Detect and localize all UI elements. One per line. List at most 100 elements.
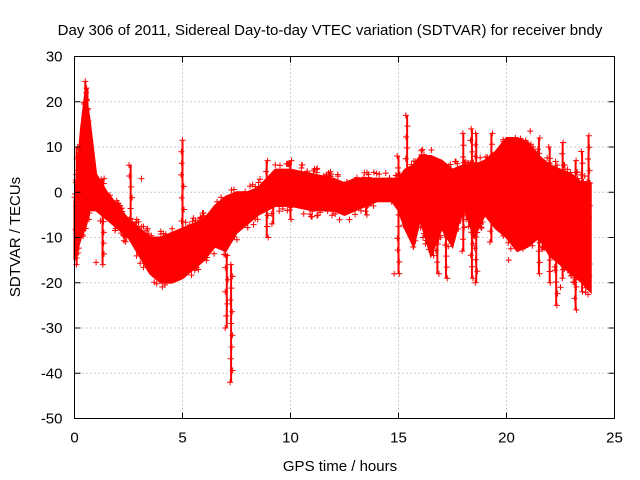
data-point [469, 148, 476, 155]
data-point [547, 200, 554, 207]
data-point [546, 177, 553, 184]
data-point [83, 96, 90, 103]
data-point [231, 233, 238, 240]
data-point [443, 208, 450, 215]
data-point [586, 272, 593, 279]
data-point [180, 241, 187, 248]
data-point [574, 169, 581, 176]
data-point [553, 255, 560, 262]
y-tick-labels: -50 -40 -30 -20 -10 0 10 20 30 [41, 49, 63, 428]
data-point [560, 207, 567, 214]
data-point [584, 249, 591, 256]
data-point [85, 216, 92, 223]
data-point [530, 143, 537, 150]
data-point [566, 269, 573, 276]
data-point [579, 277, 586, 284]
data-point [554, 232, 561, 239]
data-point [99, 186, 106, 193]
data-point [404, 199, 411, 206]
data-point [420, 190, 427, 197]
data-point [461, 201, 468, 208]
data-point [579, 218, 586, 225]
data-point [422, 223, 429, 230]
data-point [180, 183, 187, 190]
data-point [85, 150, 92, 157]
data-point [224, 300, 231, 307]
data-point [412, 237, 419, 244]
data-point [395, 176, 402, 183]
data-point [559, 150, 566, 157]
data-point [571, 295, 578, 302]
data-point [373, 170, 380, 177]
data-point [545, 245, 552, 252]
data-point [584, 237, 591, 244]
data-point [352, 211, 359, 218]
data-point [472, 222, 479, 229]
data-point [304, 168, 311, 175]
data-point [500, 232, 507, 239]
data-point [265, 234, 272, 241]
data-point [119, 208, 126, 215]
data-point [536, 134, 543, 141]
data-point [553, 278, 560, 285]
data-point [425, 246, 432, 253]
data-point [434, 259, 441, 266]
data-point [178, 148, 185, 155]
data-point [200, 213, 207, 220]
data-point [404, 123, 411, 130]
data-point [573, 283, 580, 290]
data-point [459, 212, 466, 219]
data-point [98, 197, 105, 204]
data-point [472, 164, 479, 171]
x-tick-label: 20 [498, 430, 515, 447]
data-point [560, 241, 567, 248]
data-point [443, 175, 450, 182]
data-point [144, 225, 151, 232]
data-point [189, 218, 196, 225]
data-point [271, 190, 278, 197]
data-point [395, 223, 402, 230]
data-point [571, 272, 578, 279]
data-point [376, 171, 383, 178]
data-point [487, 228, 494, 235]
data-point [129, 194, 136, 201]
data-point [428, 184, 435, 191]
data-point [405, 166, 412, 173]
data-point [224, 252, 231, 259]
data-point [472, 141, 479, 148]
data-point [135, 223, 142, 230]
data-point [489, 130, 496, 137]
data-point [443, 264, 450, 271]
axis-ticks [74, 56, 615, 419]
data-point [459, 153, 466, 160]
data-point [545, 234, 552, 241]
data-point [80, 233, 87, 240]
data-point [571, 215, 578, 222]
data-point [100, 240, 107, 247]
data-point [276, 162, 283, 169]
x-tick-labels: 0 5 10 15 20 25 [70, 430, 623, 447]
data-point [484, 154, 491, 161]
data-point [229, 332, 236, 339]
data-point [230, 186, 237, 193]
data-point [420, 212, 427, 219]
data-point [262, 168, 269, 175]
data-point [488, 195, 495, 202]
data-point [434, 178, 441, 185]
data-point [395, 211, 402, 218]
data-point [244, 224, 251, 231]
data-point [85, 117, 92, 124]
data-point [192, 217, 199, 224]
data-point [467, 137, 474, 144]
data-point [178, 194, 185, 201]
data-point [179, 137, 186, 144]
x-tick-label: 10 [282, 430, 299, 447]
data-point [246, 183, 253, 190]
data-point [477, 154, 484, 161]
data-point [500, 136, 507, 143]
data-point [191, 267, 198, 274]
data-point [328, 171, 335, 178]
data-point [323, 173, 330, 180]
data-point [126, 162, 133, 169]
outlier-point [527, 128, 534, 135]
